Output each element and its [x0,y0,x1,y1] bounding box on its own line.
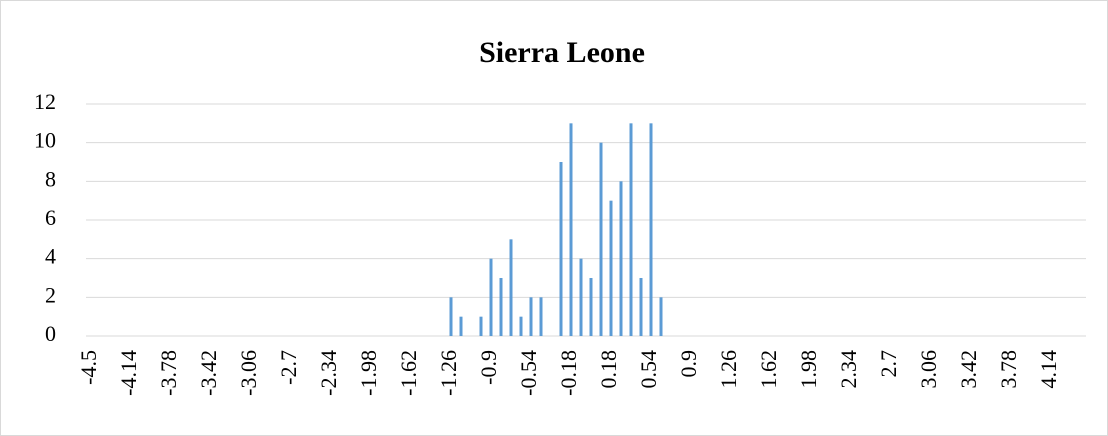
x-tick-label: 1.62 [756,350,781,389]
x-tick-label: -3.42 [196,350,221,396]
x-tick-label: 0.54 [636,350,661,389]
y-tick-label: 2 [45,282,56,307]
x-tick-label: 3.06 [916,350,941,389]
x-tick-label: -0.18 [556,350,581,396]
x-tick-label: 3.42 [956,350,981,389]
x-tick-label: 3.78 [996,350,1021,389]
x-tick-label: -1.26 [436,350,461,396]
x-tick-label: -3.78 [156,350,181,396]
y-tick-label: 6 [45,205,56,230]
x-tick-label: -2.34 [316,350,341,396]
bar [659,297,663,336]
x-tick-label: -3.06 [236,350,261,396]
x-tick-label: -4.5 [76,350,101,385]
bar [599,142,603,336]
bar [449,297,453,336]
y-tick-label: 10 [34,128,56,153]
bar [489,258,493,336]
bar [509,239,513,336]
bar [459,316,463,336]
y-tick-label: 12 [34,89,56,114]
bar [559,162,563,336]
y-tick-label: 8 [45,166,56,191]
bar [499,278,503,336]
chart-title: Sierra Leone [479,36,645,69]
x-tick-label: 1.98 [796,350,821,389]
x-tick-label: 1.26 [716,350,741,389]
bar [539,297,543,336]
bar [639,278,643,336]
x-tick-label: 2.34 [836,350,861,389]
bar [579,258,583,336]
y-tick-label: 4 [45,244,56,269]
bar [479,316,483,336]
x-tick-label: -0.54 [516,350,541,396]
x-tick-label: -0.9 [476,350,501,385]
bar [589,278,593,336]
x-tick-label: 0.18 [596,350,621,389]
x-tick-label: -1.62 [396,350,421,396]
bar [629,123,633,336]
x-tick-label: 2.7 [876,350,901,378]
bar [619,181,623,336]
x-tick-label: -4.14 [116,350,141,396]
bar [569,123,573,336]
x-tick-label: -2.7 [276,350,301,385]
x-tick-label: 0.9 [676,350,701,378]
y-tick-label: 0 [45,321,56,346]
bar [529,297,533,336]
x-tick-label: 4.14 [1036,350,1061,389]
bar [649,123,653,336]
bar [609,200,613,336]
bar [519,316,523,336]
x-tick-label: -1.98 [356,350,381,396]
